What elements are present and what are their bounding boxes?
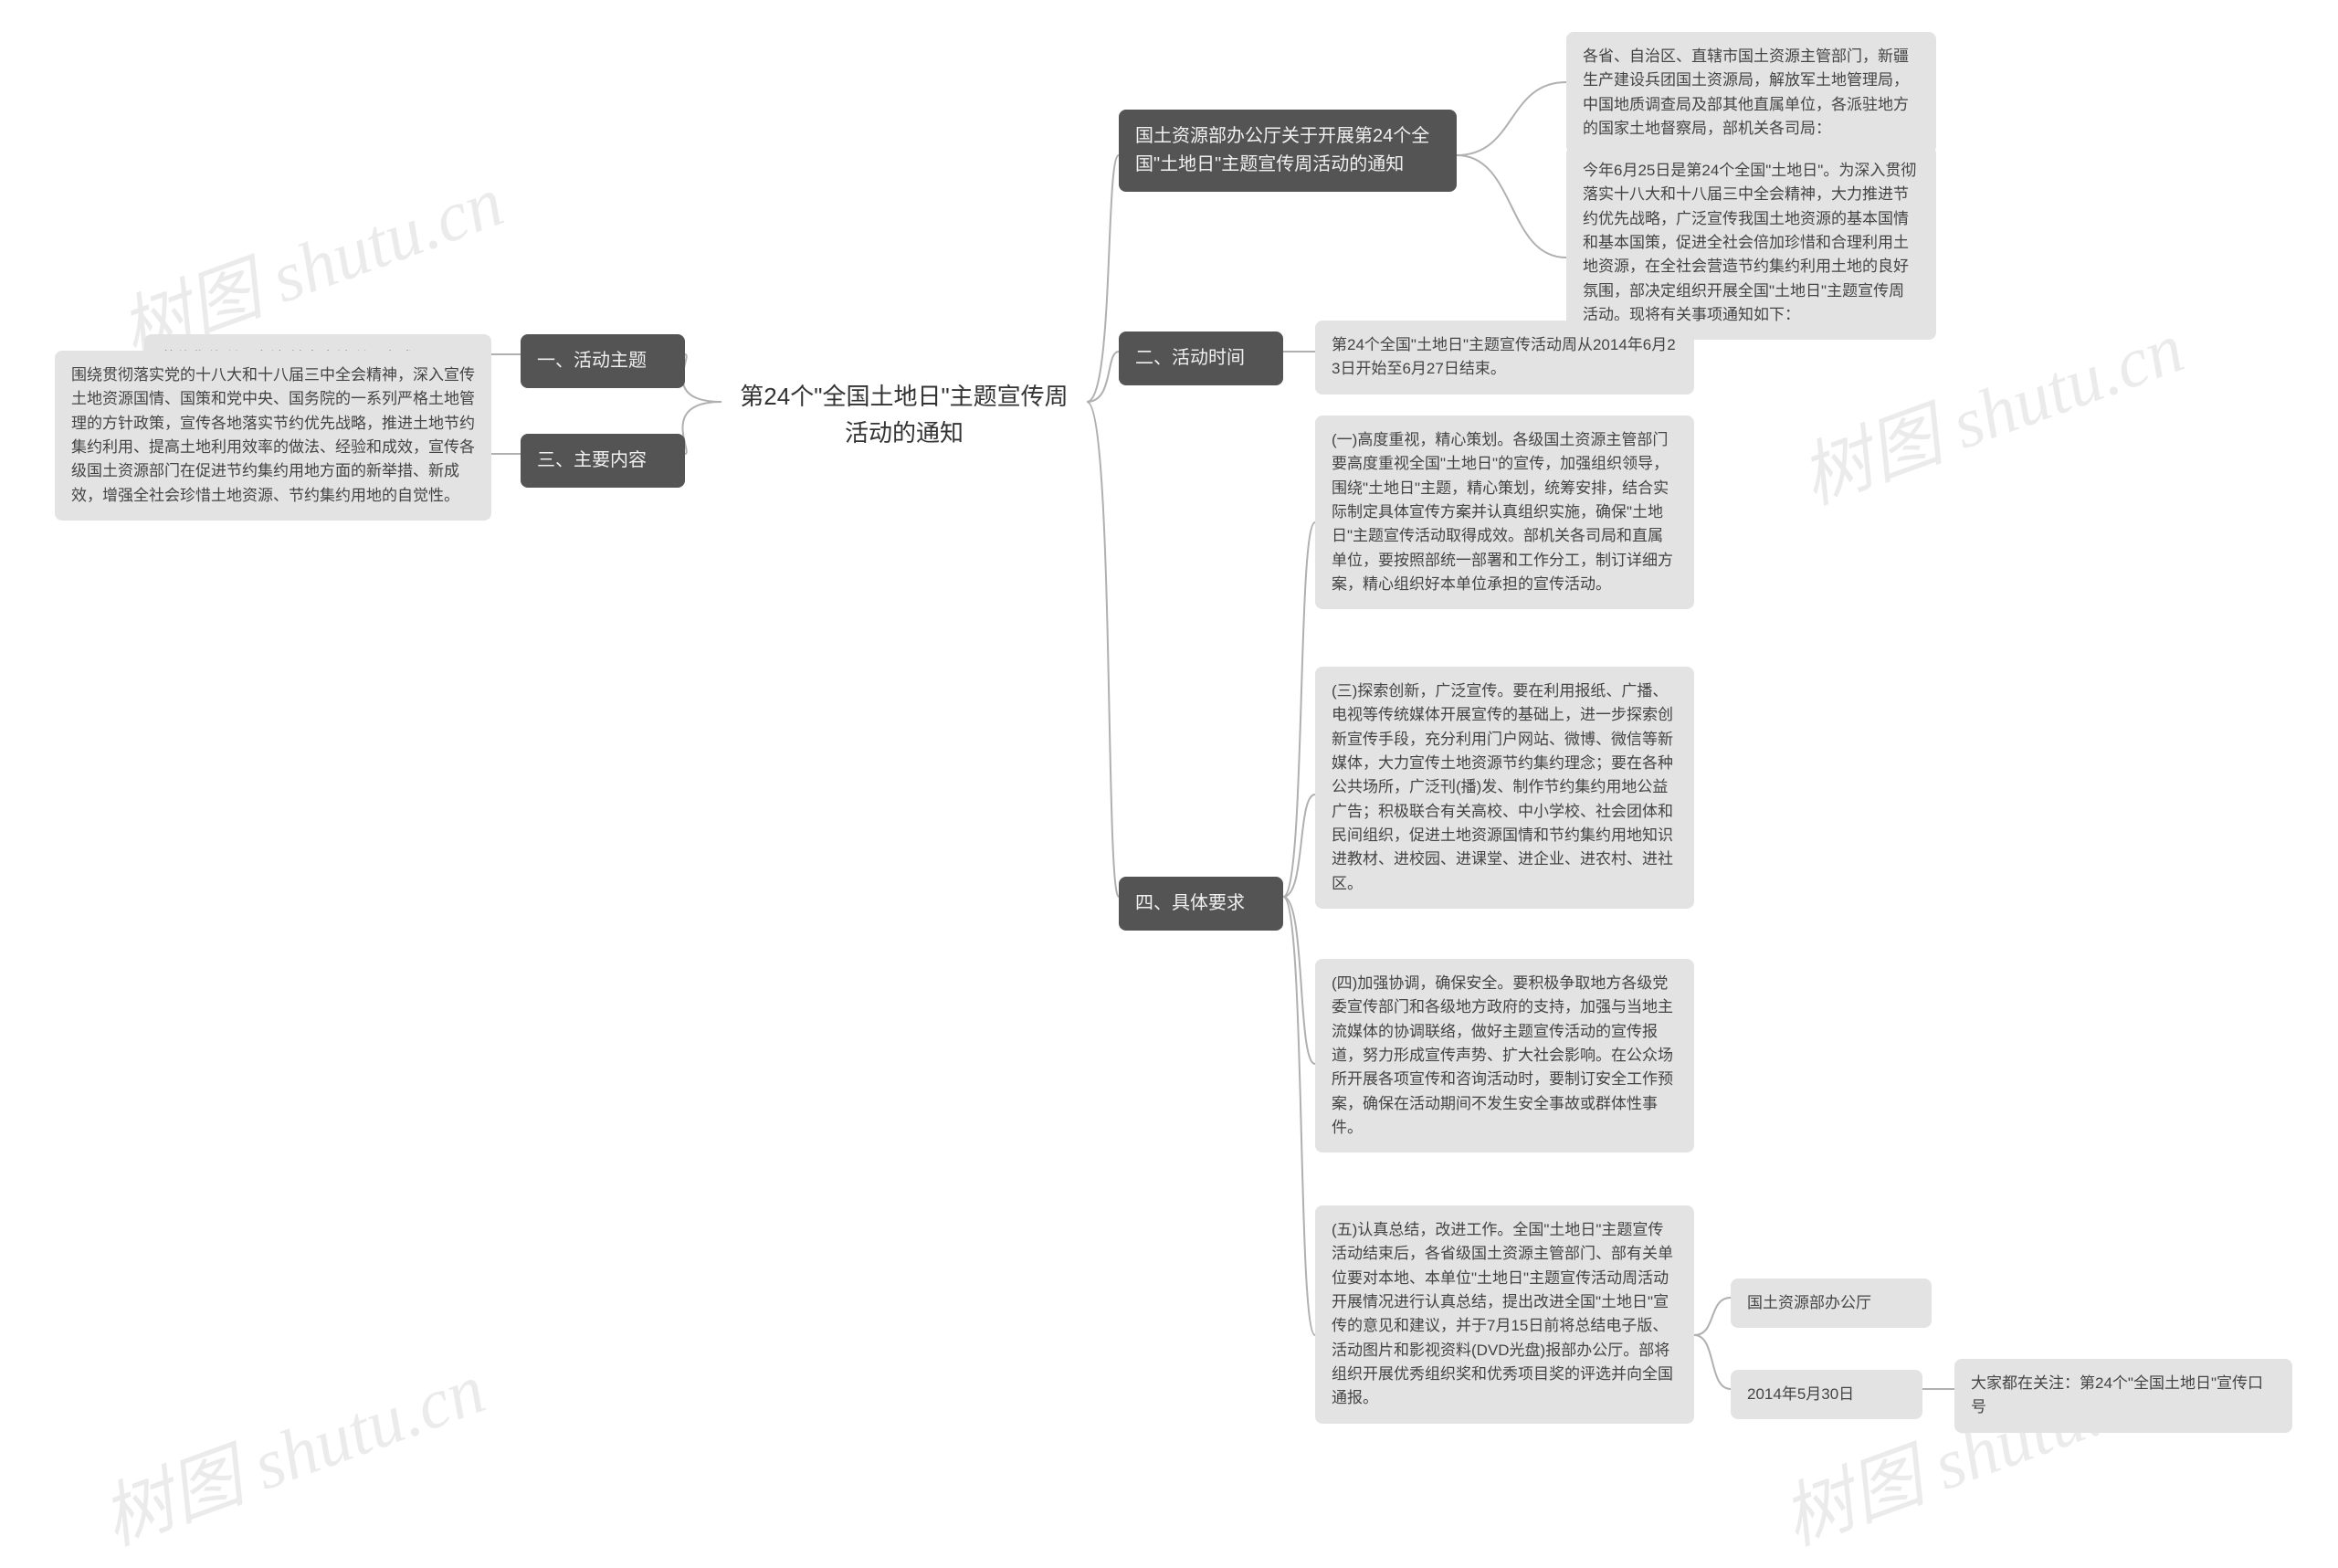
leaf-req-4: (四)加强协调，确保安全。要积极争取地方各级党委宣传部门和各级地方政府的支持，加…	[1315, 959, 1694, 1152]
mindmap-canvas: 树图 shutu.cn 树图 shutu.cn 树图 shutu.cn 树图 s…	[0, 0, 2338, 1568]
connectors	[0, 0, 2338, 1568]
leaf-office: 国土资源部办公厅	[1731, 1279, 1932, 1328]
branch-main-content[interactable]: 三、主要内容	[521, 434, 685, 488]
branch-theme[interactable]: 一、活动主题	[521, 334, 685, 388]
root-node[interactable]: 第24个"全国土地日"主题宣传周活动的通知	[721, 365, 1087, 465]
leaf-time: 第24个全国"土地日"主题宣传活动周从2014年6月23日开始至6月27日结束。	[1315, 321, 1694, 395]
leaf-slogan: 大家都在关注：第24个"全国土地日"宣传口号	[1954, 1359, 2292, 1433]
leaf-req-5: (五)认真总结，改进工作。全国"土地日"主题宣传活动结束后，各省级国土资源主管部…	[1315, 1205, 1694, 1424]
leaf-req-1: (一)高度重视，精心策划。各级国土资源主管部门要高度重视全国"土地日"的宣传，加…	[1315, 416, 1694, 609]
leaf-notice-1: 各省、自治区、直辖市国土资源主管部门，新疆生产建设兵团国土资源局，解放军土地管理…	[1566, 32, 1936, 153]
leaf-main-content: 围绕贯彻落实党的十八大和十八届三中全会精神，深入宣传土地资源国情、国策和党中央、…	[55, 351, 491, 521]
leaf-req-3: (三)探索创新，广泛宣传。要在利用报纸、广播、电视等传统媒体开展宣传的基础上，进…	[1315, 667, 1694, 909]
watermark: 树图 shutu.cn	[86, 1332, 497, 1565]
leaf-date: 2014年5月30日	[1731, 1370, 1922, 1419]
branch-notice[interactable]: 国土资源部办公厅关于开展第24个全国"土地日"主题宣传周活动的通知	[1119, 110, 1457, 192]
branch-requirements[interactable]: 四、具体要求	[1119, 877, 1283, 931]
leaf-notice-2: 今年6月25日是第24个全国"土地日"。为深入贯彻落实十八大和十八届三中全会精神…	[1566, 146, 1936, 340]
branch-time[interactable]: 二、活动时间	[1119, 331, 1283, 385]
